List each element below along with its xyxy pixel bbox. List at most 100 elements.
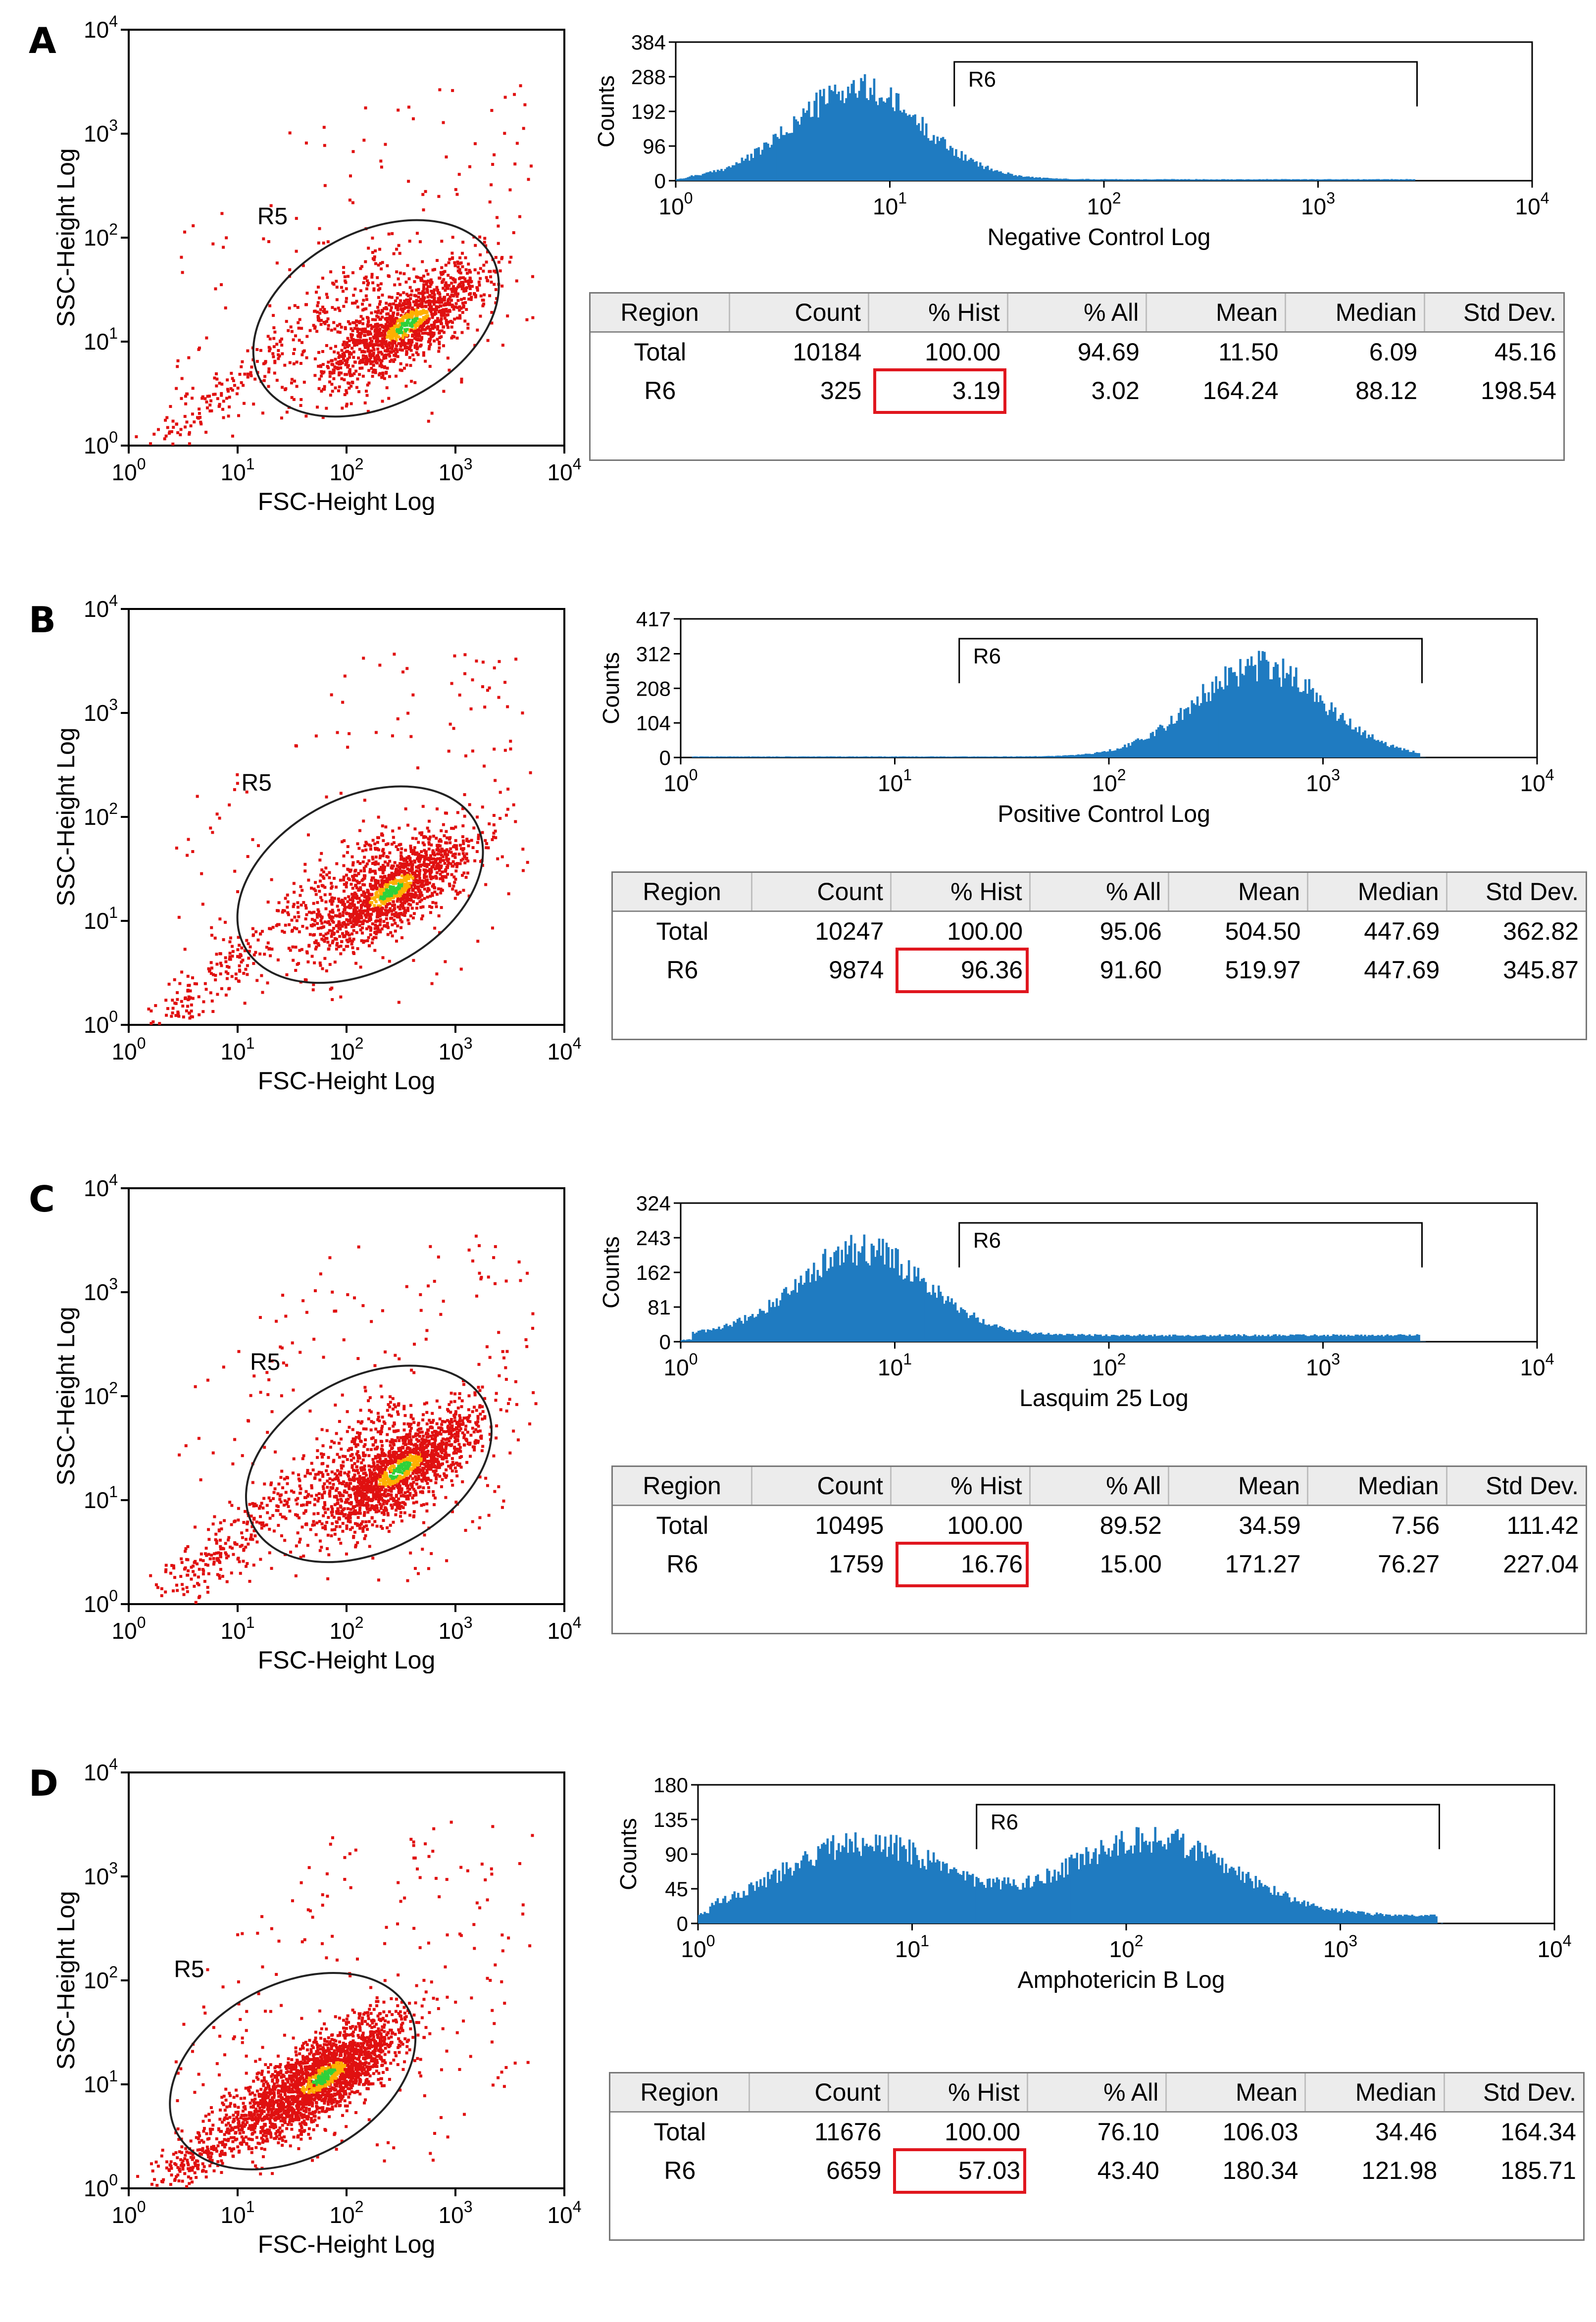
y-tick-label: 384 xyxy=(631,31,666,54)
column-header[interactable]: Count xyxy=(752,873,891,911)
column-header[interactable]: % All xyxy=(1027,2073,1166,2112)
table-cell: Total xyxy=(613,1506,752,1545)
x-tick-label: 104 xyxy=(1515,189,1549,219)
x-tick-label: 101 xyxy=(878,766,912,796)
gate-r6-label: R6 xyxy=(991,1810,1018,1834)
region-r5-label: R5 xyxy=(174,1956,204,1982)
x-tick-label: 104 xyxy=(548,2198,582,2228)
scatter-x-label: FSC-Height Log xyxy=(258,1067,436,1094)
column-header[interactable]: % Hist xyxy=(868,294,1007,332)
column-header[interactable]: Region xyxy=(591,294,730,332)
x-tick-label: 101 xyxy=(221,2198,255,2228)
column-header[interactable]: Mean xyxy=(1166,2073,1305,2112)
column-header[interactable]: Median xyxy=(1305,2073,1445,2112)
y-tick-label: 104 xyxy=(84,592,118,622)
y-tick-label: 103 xyxy=(84,696,118,726)
y-tick-label: 135 xyxy=(653,1808,688,1831)
column-header[interactable]: Region xyxy=(613,873,752,911)
histogram-bin xyxy=(1424,1341,1426,1342)
gate-r6-label: R6 xyxy=(968,67,996,92)
table-cell: Total xyxy=(591,332,730,372)
x-tick-label: 103 xyxy=(439,2198,473,2228)
table-cell: 325 xyxy=(730,371,869,410)
y-tick-label: 288 xyxy=(631,65,666,89)
column-header[interactable]: Count xyxy=(749,2073,889,2112)
column-header[interactable]: Mean xyxy=(1169,1467,1308,1506)
y-tick-label: 45 xyxy=(665,1877,688,1901)
histogram-y-label: Counts xyxy=(598,652,624,724)
table-cell: 345.87 xyxy=(1446,951,1586,989)
table-cell: Total xyxy=(613,911,752,951)
y-tick-label: 100 xyxy=(84,2171,118,2201)
column-header[interactable]: Count xyxy=(752,1467,891,1506)
table-cell: R6 xyxy=(591,371,730,410)
region-r5-label: R5 xyxy=(250,1349,280,1375)
y-tick-label: 81 xyxy=(648,1296,671,1319)
column-header[interactable]: Mean xyxy=(1147,294,1286,332)
column-header[interactable]: % Hist xyxy=(891,1467,1030,1506)
x-tick-label: 104 xyxy=(548,1614,582,1644)
x-tick-label: 101 xyxy=(221,455,255,485)
table-cell: 76.27 xyxy=(1308,1545,1447,1583)
x-tick-label: 104 xyxy=(1520,1350,1554,1380)
highlight-box xyxy=(873,368,1006,414)
table-cell: 34.59 xyxy=(1169,1506,1308,1545)
table-cell: 11676 xyxy=(749,2112,889,2152)
column-header[interactable]: Region xyxy=(613,1467,752,1506)
column-header[interactable]: % Hist xyxy=(888,2073,1027,2112)
column-header[interactable]: Count xyxy=(730,294,869,332)
column-header[interactable]: % All xyxy=(1030,873,1169,911)
table-cell: Total xyxy=(610,2112,749,2152)
table-cell: R6 xyxy=(613,951,752,989)
x-tick-label: 103 xyxy=(1301,189,1335,219)
table-cell: 6659 xyxy=(749,2151,889,2190)
y-tick-label: 100 xyxy=(84,1008,118,1038)
x-tick-label: 103 xyxy=(1306,1350,1340,1380)
y-tick-label: 101 xyxy=(84,2067,118,2097)
y-tick-label: 0 xyxy=(659,746,671,769)
column-header[interactable]: Std Dev. xyxy=(1424,294,1563,332)
table-cell: 111.42 xyxy=(1446,1506,1586,1545)
column-header[interactable]: % All xyxy=(1007,294,1147,332)
table-cell: 121.98 xyxy=(1305,2151,1445,2190)
column-header[interactable]: Median xyxy=(1286,294,1425,332)
column-header[interactable]: Mean xyxy=(1169,873,1308,911)
column-header[interactable]: Region xyxy=(610,2073,749,2112)
y-tick-label: 324 xyxy=(636,1192,671,1215)
column-header[interactable]: % All xyxy=(1030,1467,1169,1506)
column-header[interactable]: % Hist xyxy=(891,873,1030,911)
table-cell: 88.12 xyxy=(1286,371,1425,410)
column-header[interactable]: Std Dev. xyxy=(1444,2073,1583,2112)
y-tick-label: 0 xyxy=(677,1912,688,1935)
y-tick-label: 100 xyxy=(84,428,118,458)
scatter-x-label: FSC-Height Log xyxy=(258,1646,436,1673)
y-tick-label: 102 xyxy=(84,1379,118,1409)
x-tick-label: 101 xyxy=(221,1614,255,1644)
scatter-plot: 100100101101102102103103104104FSC-Height… xyxy=(40,579,604,1094)
column-header[interactable]: Std Dev. xyxy=(1446,873,1586,911)
x-tick-label: 103 xyxy=(439,1034,473,1064)
column-header[interactable]: Median xyxy=(1308,873,1447,911)
table-cell: 519.97 xyxy=(1169,951,1308,989)
table-cell: 164.34 xyxy=(1444,2112,1583,2152)
table-cell: 198.54 xyxy=(1424,371,1563,410)
y-tick-label: 312 xyxy=(636,643,671,666)
column-header[interactable]: Std Dev. xyxy=(1446,1467,1586,1506)
x-tick-label: 100 xyxy=(659,189,693,219)
highlight-box xyxy=(893,2148,1026,2194)
y-tick-label: 208 xyxy=(636,677,671,700)
column-header[interactable]: Median xyxy=(1308,1467,1447,1506)
table-cell: 10184 xyxy=(730,332,869,372)
region-r5-label: R5 xyxy=(242,770,272,796)
table-cell: 6.09 xyxy=(1286,332,1425,372)
table-cell: 95.06 xyxy=(1030,911,1169,951)
x-tick-label: 102 xyxy=(330,455,364,485)
y-tick-label: 90 xyxy=(665,1843,688,1866)
scatter-x-label: FSC-Height Log xyxy=(258,2230,436,2258)
